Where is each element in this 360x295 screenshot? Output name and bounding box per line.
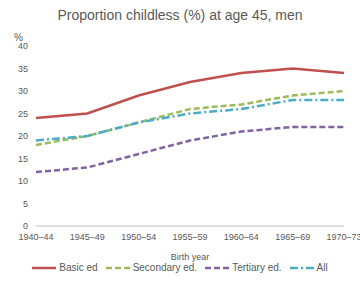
html-text:Basic ed: Basic ed [59,262,98,273]
svg-text:1965–69: 1965–69 [275,232,310,242]
svg-text:10: 10 [18,176,28,186]
svg-text:5: 5 [23,199,28,209]
svg-text:1940–44: 1940–44 [18,232,53,242]
svg-text:1950–54: 1950–54 [121,232,156,242]
svg-text:35: 35 [18,64,28,74]
svg-text:15: 15 [18,154,28,164]
svg-text:0: 0 [23,221,28,231]
html-text:Proportion childless (%) at ag: Proportion childless (%) at age 45, men [57,7,303,23]
html-text:All: All [316,262,328,273]
svg-text:1955–59: 1955–59 [172,232,207,242]
svg-text:30: 30 [18,86,28,96]
svg-text:1960–64: 1960–64 [224,232,259,242]
svg-text:1945–49: 1945–49 [70,232,105,242]
svg-text:20: 20 [18,131,28,141]
svg-text:1970–73: 1970–73 [326,232,352,242]
svg-text:Birth year: Birth year [171,252,210,262]
html-text:Secondary ed.: Secondary ed. [132,262,198,273]
svg-text:40: 40 [18,41,28,51]
svg-text:25: 25 [18,109,28,119]
html-text:Tertiary ed.: Tertiary ed. [232,262,282,273]
